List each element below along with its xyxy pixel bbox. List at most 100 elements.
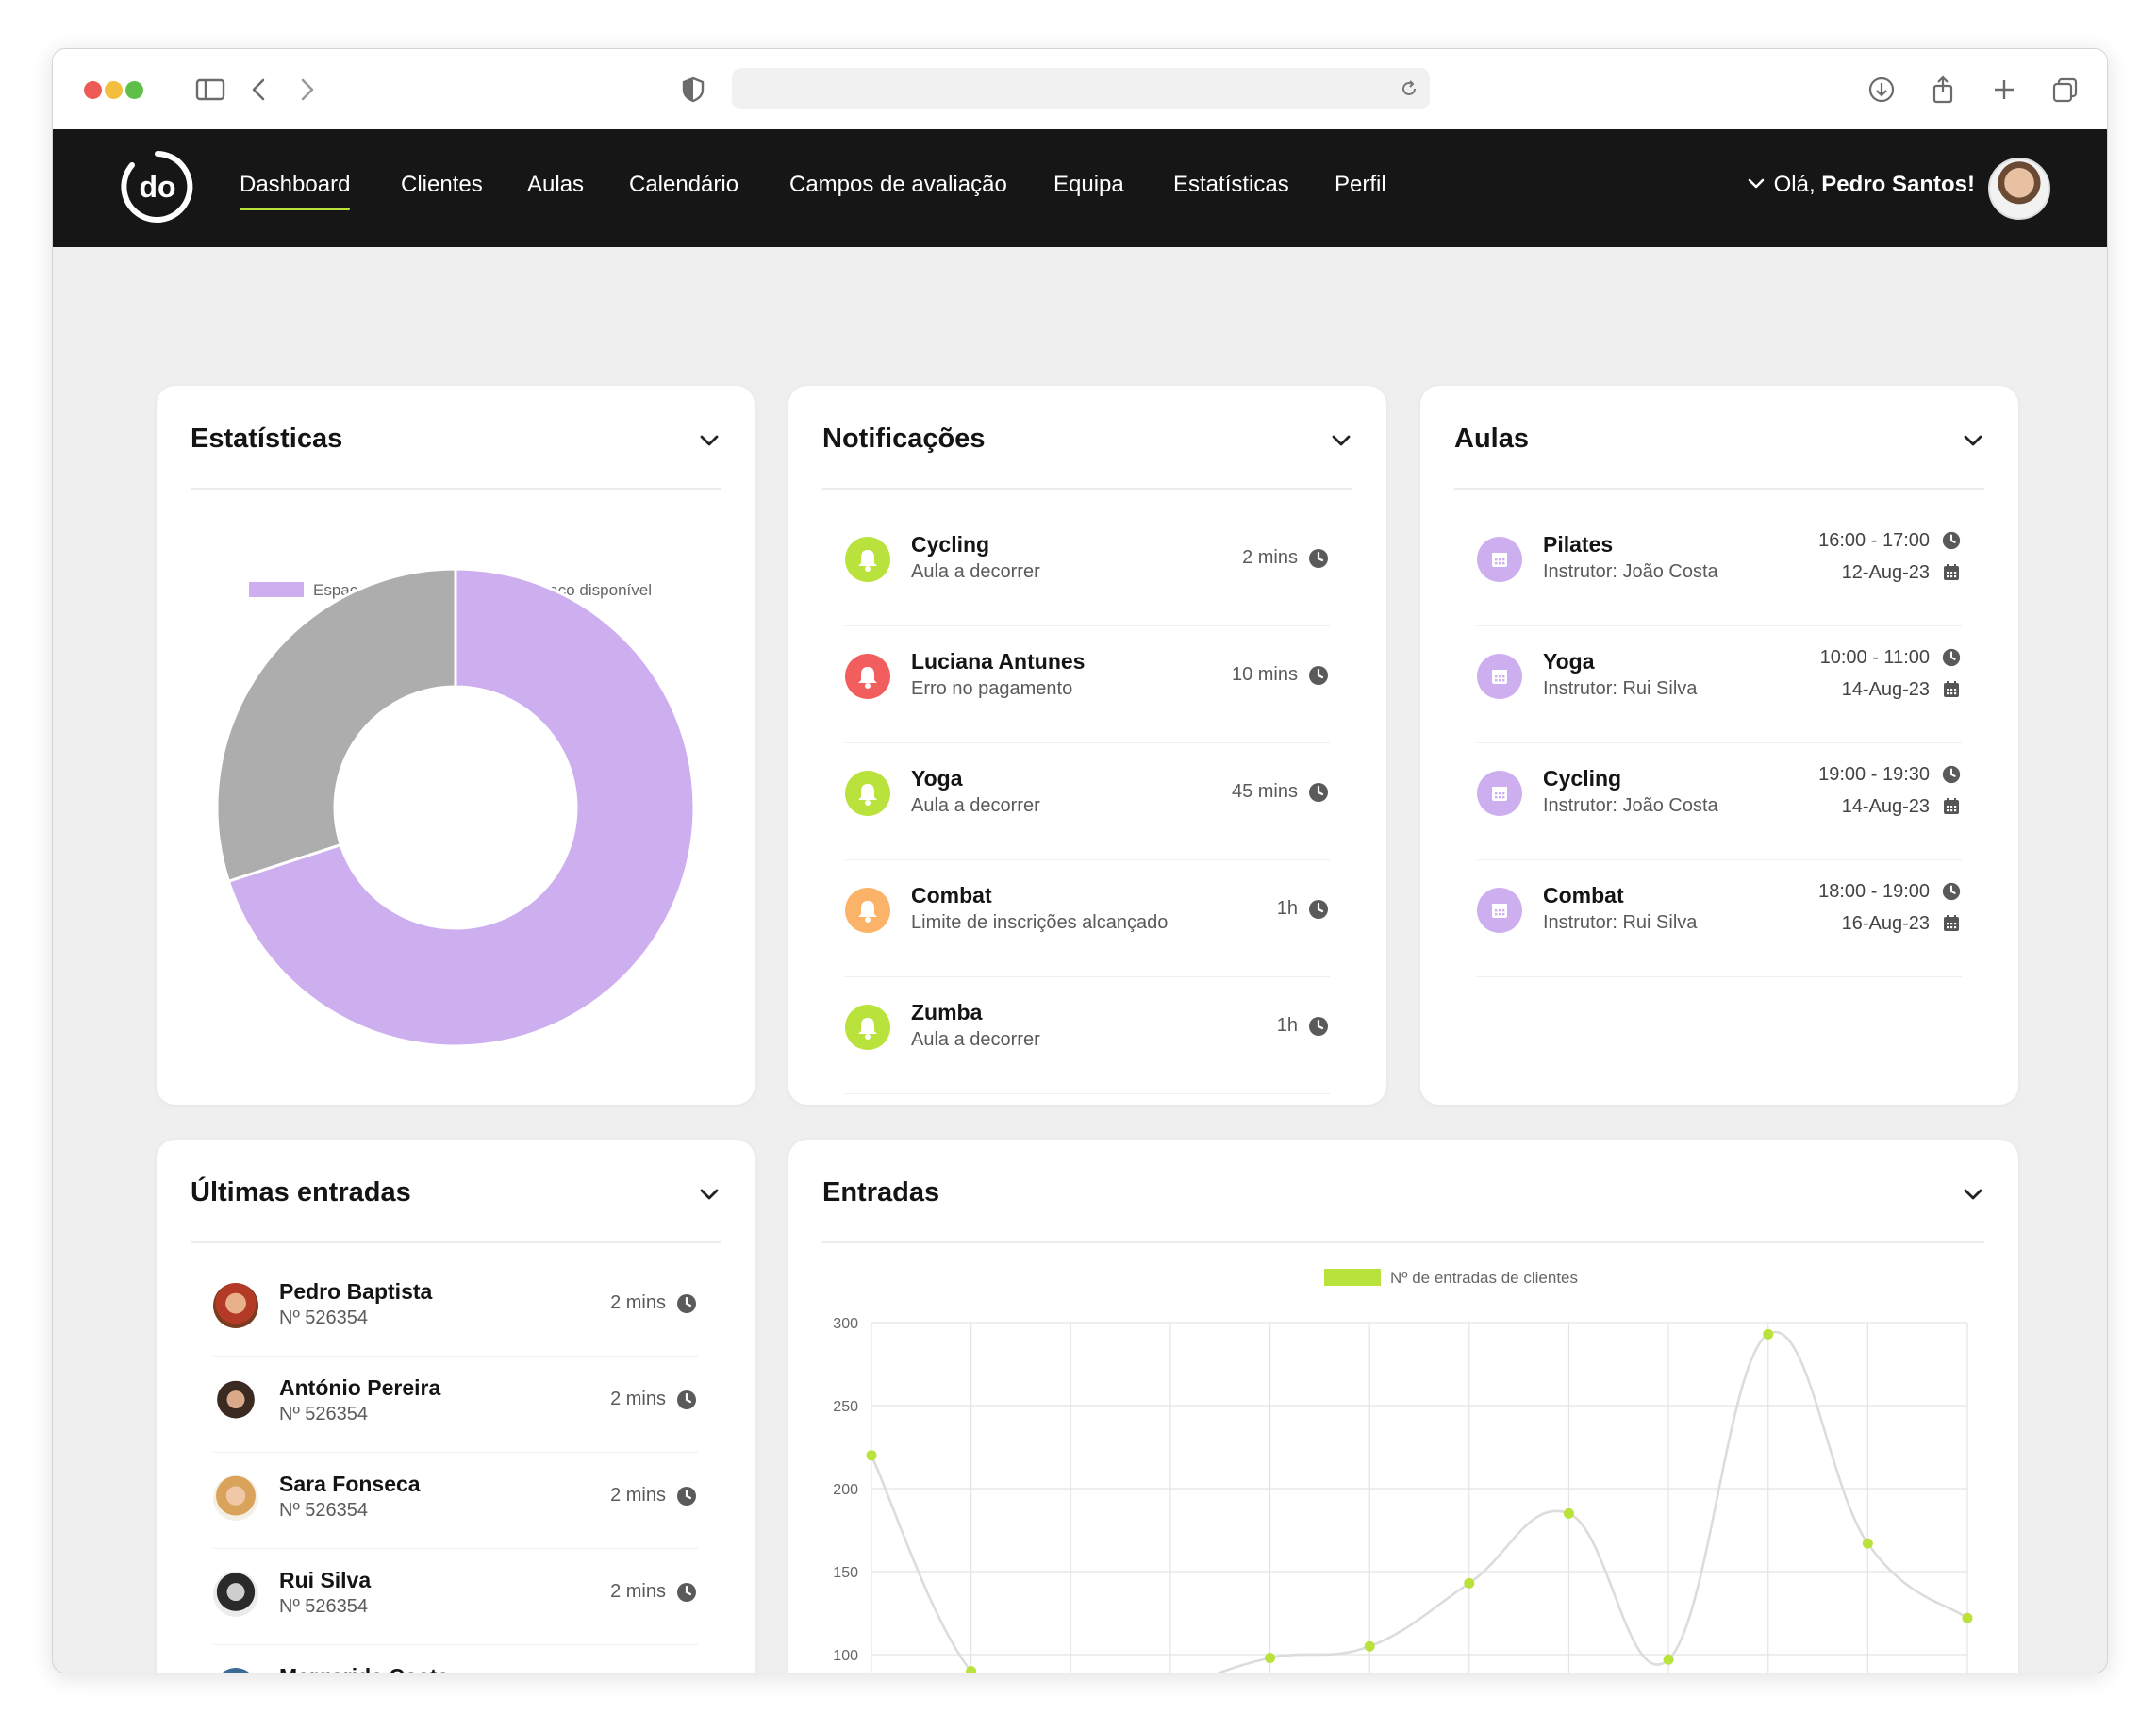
clock-icon [677, 1390, 696, 1409]
tabs-overview-icon[interactable] [2048, 72, 2083, 108]
data-point[interactable] [1663, 1654, 1674, 1665]
reload-icon[interactable] [1396, 75, 1422, 102]
notification-item[interactable]: Cycling Aula a decorrer 2 mins [845, 511, 1330, 626]
entry-item[interactable]: Pedro Baptista Nº 526354 2 mins [213, 1260, 698, 1357]
chevron-down-icon[interactable] [1330, 429, 1352, 452]
chevron-down-icon[interactable] [1962, 1183, 1984, 1206]
legend-swatch [249, 582, 304, 597]
user-avatar[interactable] [1988, 158, 2050, 220]
entries-line-chart: Nº de entradas de clientes 100 150 200 250 30… [833, 1269, 1973, 1673]
client-name: Pedro Baptista [279, 1279, 433, 1304]
data-point[interactable] [1763, 1328, 1774, 1340]
browser-window: do Dashboard Clientes Aulas Calendário C… [52, 48, 2108, 1673]
chart-legend: Nº de entradas de clientes [1324, 1269, 1578, 1287]
data-point[interactable] [966, 1666, 977, 1673]
clock-icon [677, 1487, 696, 1506]
notifications-card-title: Notificações [822, 424, 986, 454]
entry-time: 2 mins [610, 1292, 666, 1313]
sidebar-toggle-icon[interactable] [192, 72, 228, 108]
nav-campos-label: Campos de avaliação [789, 172, 1007, 197]
clock-icon [1309, 549, 1328, 568]
data-point[interactable] [866, 1450, 877, 1461]
notification-item[interactable]: Yoga Aula a decorrer 45 mins [845, 745, 1330, 860]
share-icon[interactable] [1925, 72, 1961, 108]
aula-item[interactable]: Yoga Instrutor: Rui Silva 10:00 - 11:00 14-… [1477, 628, 1962, 743]
notification-time: 10 mins [1231, 664, 1298, 685]
chart-grid [871, 1322, 1968, 1673]
nav-aulas[interactable]: Aulas [527, 172, 584, 198]
minimize-window-button[interactable] [105, 81, 123, 99]
row-divider [213, 1452, 698, 1453]
clock-icon [1309, 666, 1328, 685]
donut-slice[interactable] [215, 567, 457, 884]
aula-title: Combat [1543, 883, 1624, 907]
entries-card: Últimas entradas Pedro Baptista Nº 526354… [157, 1140, 755, 1673]
forward-arrow-icon[interactable] [289, 72, 324, 108]
aula-date: 12-Aug-23 [1841, 562, 1930, 583]
entry-item[interactable]: Sara Fonseca Nº 526354 2 mins [213, 1453, 698, 1549]
user-menu[interactable]: Olá, Pedro Santos! [1746, 172, 1975, 198]
notification-item[interactable]: Combat Limite de inscrições alcançado 1h [845, 862, 1330, 977]
series-line [870, 1330, 1968, 1673]
data-point[interactable] [1265, 1653, 1276, 1664]
aula-time: 10:00 - 11:00 [1819, 647, 1930, 668]
chevron-down-icon[interactable] [698, 1183, 721, 1206]
download-icon[interactable] [1864, 72, 1899, 108]
entry-item[interactable]: António Pereira Nº 526354 2 mins [213, 1357, 698, 1453]
nav-clientes-label: Clientes [401, 172, 483, 197]
data-point[interactable] [1364, 1640, 1375, 1652]
donut-slice[interactable] [226, 567, 696, 1048]
nav-campos-avaliacao[interactable]: Campos de avaliação [789, 172, 1007, 198]
chevron-down-icon[interactable] [1962, 429, 1984, 452]
shield-icon[interactable] [675, 72, 711, 108]
clock-icon [1942, 765, 1961, 784]
close-window-button[interactable] [84, 81, 102, 99]
card-divider [191, 488, 721, 490]
nav-calendario[interactable]: Calendário [629, 172, 738, 198]
aula-item[interactable]: Cycling Instrutor: João Costa 19:00 - 19:3… [1477, 745, 1962, 860]
clock-icon [677, 1294, 696, 1313]
address-bar[interactable] [732, 68, 1430, 109]
row-divider [845, 976, 1330, 977]
new-tab-icon[interactable] [1986, 72, 2022, 108]
aula-item[interactable]: Combat Instrutor: Rui Silva 18:00 - 19:00 1… [1477, 862, 1962, 977]
data-point[interactable] [1862, 1538, 1873, 1549]
nav-perfil-label: Perfil [1335, 172, 1386, 197]
clock-icon [1309, 900, 1328, 919]
aula-item[interactable]: Pilates Instrutor: João Costa 16:00 - 17:0… [1477, 511, 1962, 626]
row-divider [845, 1093, 1330, 1094]
data-point[interactable] [1464, 1577, 1475, 1589]
y-tick-label: 200 [833, 1482, 858, 1498]
aula-instructor: Instrutor: João Costa [1543, 561, 1718, 582]
legend-label: Nº de entradas de clientes [1390, 1269, 1578, 1287]
svg-text:do: do [139, 170, 175, 204]
notification-title: Luciana Antunes [911, 649, 1086, 674]
row-divider [213, 1644, 698, 1645]
maximize-window-button[interactable] [125, 81, 143, 99]
notification-title: Yoga [911, 766, 963, 791]
data-point[interactable] [1563, 1507, 1574, 1519]
client-avatar [213, 1283, 258, 1328]
data-point[interactable] [1962, 1612, 1973, 1623]
back-arrow-icon[interactable] [241, 72, 277, 108]
nav-estatisticas[interactable]: Estatísticas [1173, 172, 1289, 198]
chevron-down-icon[interactable] [698, 429, 721, 452]
notifications-card: Notificações Cycling Aula a decorrer 2 min… [788, 386, 1386, 1105]
notification-title: Cycling [911, 532, 990, 557]
legend-swatch [1324, 1269, 1381, 1286]
card-divider [1454, 488, 1984, 490]
aula-date: 14-Aug-23 [1841, 796, 1930, 817]
notification-item[interactable]: Zumba Aula a decorrer 1h [845, 979, 1330, 1094]
row-divider [1477, 625, 1962, 626]
entry-item[interactable]: Margarida Costa [213, 1645, 698, 1673]
nav-equipa[interactable]: Equipa [1053, 172, 1124, 198]
nav-dashboard[interactable]: Dashboard [240, 172, 351, 210]
nav-dashboard-label: Dashboard [240, 172, 351, 197]
app-logo-icon[interactable]: do [119, 148, 196, 225]
nav-clientes[interactable]: Clientes [401, 172, 483, 198]
aula-instructor: Instrutor: João Costa [1543, 795, 1718, 816]
entry-item[interactable]: Rui Silva Nº 526354 2 mins [213, 1549, 698, 1645]
bell-icon [845, 654, 890, 699]
nav-perfil[interactable]: Perfil [1335, 172, 1386, 198]
notification-item[interactable]: Luciana Antunes Erro no pagamento 10 mins [845, 628, 1330, 743]
